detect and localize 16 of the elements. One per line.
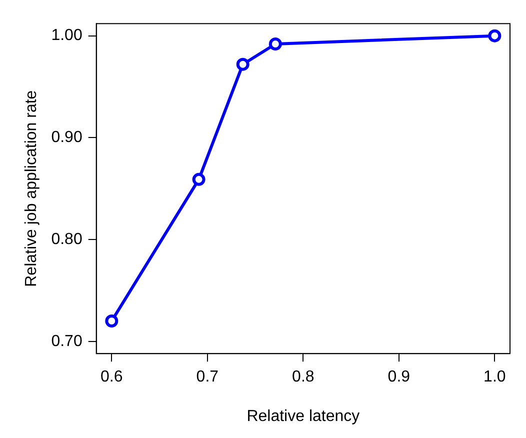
point (488, 29, 502, 42)
x-tick-label: 0.8 (292, 368, 314, 386)
x-tick-label: 0.6 (100, 368, 123, 386)
x-tick-label: 1.0 (484, 368, 506, 386)
y-tick-label: 0.90 (51, 129, 82, 146)
y-tick-label: 0.70 (51, 332, 82, 350)
y-tick-label: 0.80 (51, 230, 82, 248)
x-tick-label: 0.9 (388, 368, 410, 386)
y-tick-label: 1.00 (51, 27, 82, 44)
y-axis-title: Relative job application rate (23, 90, 40, 287)
x-tick-label: 0.7 (196, 368, 219, 386)
point (192, 172, 206, 186)
x-axis-title: Relative latency (246, 408, 360, 425)
point (268, 37, 282, 50)
point (105, 314, 118, 328)
point (236, 58, 250, 71)
